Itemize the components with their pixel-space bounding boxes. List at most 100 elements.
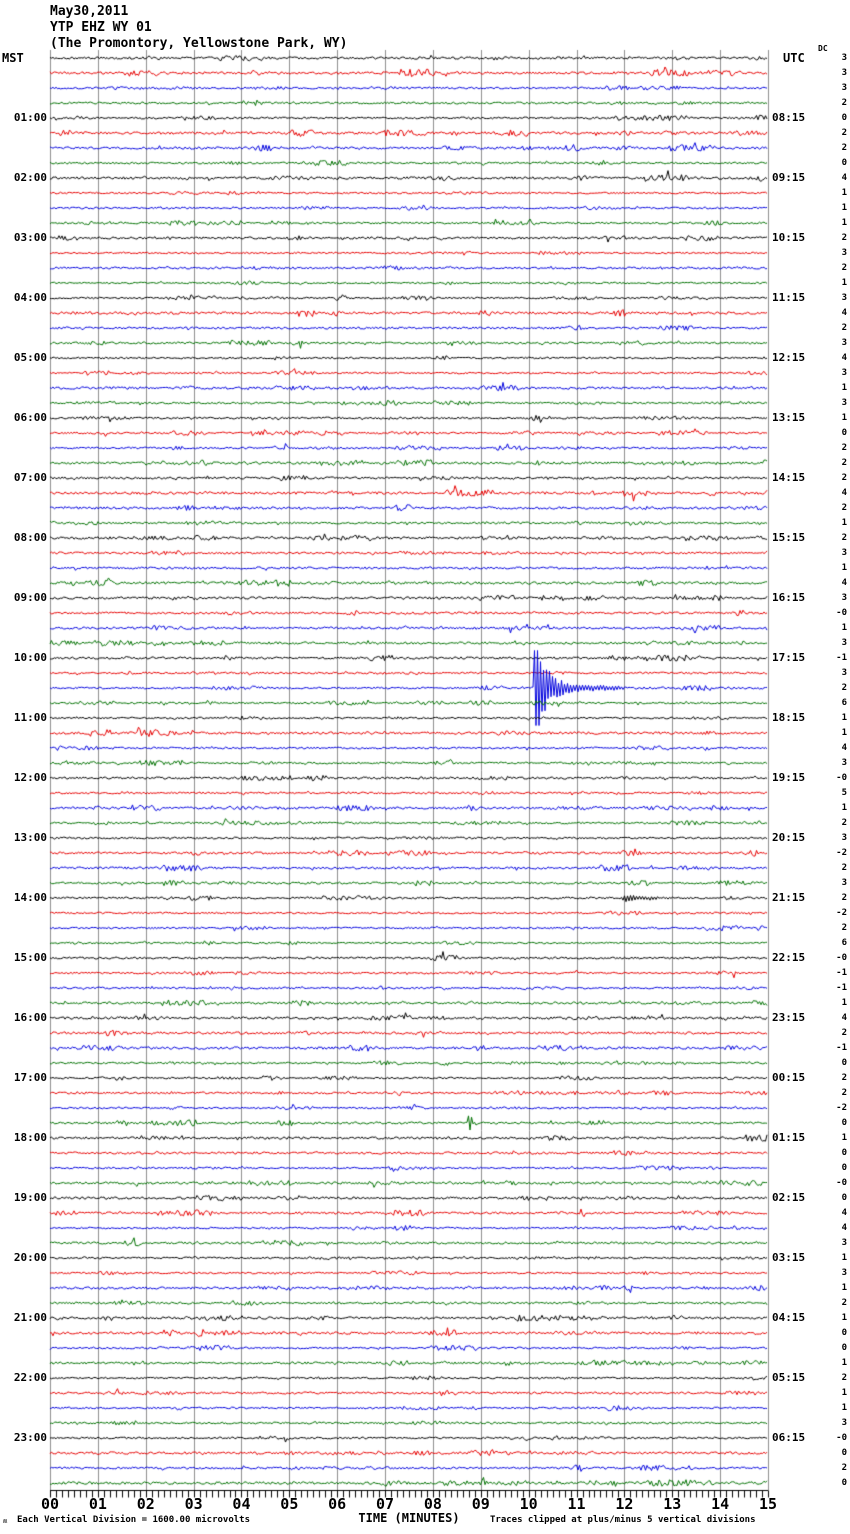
mst-hour-label: 02:00 [13, 171, 47, 184]
dc-value: 4 [841, 173, 847, 183]
dc-value: 0 [841, 1118, 847, 1128]
utc-hour-label: 05:15 [772, 1371, 806, 1384]
dc-value: 0 [841, 428, 847, 438]
dc-value: 3 [841, 758, 847, 768]
x-tick-label: 01 [88, 1495, 107, 1513]
dc-value: 1 [841, 1283, 847, 1293]
dc-value: -0 [836, 1178, 847, 1188]
utc-hour-label: 04:15 [772, 1311, 806, 1324]
dc-value: -1 [836, 968, 847, 978]
dc-value: 1 [841, 803, 847, 813]
dc-value: 4 [841, 578, 847, 588]
dc-value: 1 [841, 1253, 847, 1263]
header-date: May30,2011 [50, 4, 129, 19]
dc-value: 2 [841, 1028, 847, 1038]
utc-hour-label: 06:15 [772, 1431, 806, 1444]
dc-value: 2 [841, 1373, 847, 1383]
dc-value: 2 [841, 443, 847, 453]
dc-value: 4 [841, 1013, 847, 1023]
dc-value: 3 [841, 1418, 847, 1428]
dc-value: 0 [841, 1193, 847, 1203]
utc-hour-label: 20:15 [772, 831, 806, 844]
dc-value: 4 [841, 488, 847, 498]
dc-value: 2 [841, 473, 847, 483]
dc-value: 3 [841, 293, 847, 303]
dc-value: 2 [841, 893, 847, 903]
dc-value: 3 [841, 548, 847, 558]
dc-value: 2 [841, 1073, 847, 1083]
utc-hour-label: 00:15 [772, 1071, 806, 1084]
x-tick-label: 00 [40, 1495, 60, 1513]
dc-value: 3 [841, 1268, 847, 1278]
mst-hour-label: 16:00 [13, 1011, 47, 1024]
x-tick-label: 02 [136, 1495, 155, 1513]
utc-hour-label: 17:15 [772, 651, 806, 664]
dc-value: 1 [841, 203, 847, 213]
x-tick-label: 04 [232, 1495, 251, 1513]
utc-hour-label: 02:15 [772, 1191, 806, 1204]
dc-value: 1 [841, 1388, 847, 1398]
dc-value: 4 [841, 743, 847, 753]
dc-value: 1 [841, 1358, 847, 1368]
dc-value: -2 [836, 908, 847, 918]
scale-note: Each Vertical Division = 1600.00 microvo… [17, 1515, 250, 1525]
dc-value: -0 [836, 953, 847, 963]
dc-value: 1 [841, 518, 847, 528]
dc-value: 0 [841, 1148, 847, 1158]
dc-value: 4 [841, 308, 847, 318]
dc-value: 3 [841, 593, 847, 603]
dc-value: 5 [841, 788, 847, 798]
utc-hour-label: 22:15 [772, 951, 806, 964]
x-tick-label: 05 [280, 1495, 299, 1513]
dc-value: -1 [836, 653, 847, 663]
dc-value: 3 [841, 878, 847, 888]
dc-value: 1 [841, 623, 847, 633]
header-location: (The Promontory, Yellowstone Park, WY) [50, 36, 348, 51]
dc-value: 3 [841, 368, 847, 378]
utc-hour-label: 21:15 [772, 891, 806, 904]
dc-value: 3 [841, 1238, 847, 1248]
x-tick-label: 15 [758, 1495, 778, 1513]
x-tick-label: 08 [423, 1495, 442, 1513]
dc-value: 2 [841, 923, 847, 933]
clipping-note: Traces clipped at plus/minus 5 vertical … [490, 1515, 756, 1525]
x-tick-label: 13 [663, 1495, 682, 1513]
dc-value: 3 [841, 398, 847, 408]
dc-value: 2 [841, 458, 847, 468]
utc-hour-label: 18:15 [772, 711, 806, 724]
dc-value: 1 [841, 413, 847, 423]
utc-axis-title: UTC [783, 51, 805, 65]
mst-hour-label: 21:00 [13, 1311, 47, 1324]
dc-value: 3 [841, 833, 847, 843]
x-tick-label: 07 [376, 1495, 395, 1513]
dc-value: 1 [841, 1403, 847, 1413]
x-tick-label: 11 [567, 1495, 586, 1513]
mst-axis-title: MST [2, 51, 24, 65]
dc-value: 2 [841, 863, 847, 873]
utc-hour-label: 03:15 [772, 1251, 806, 1264]
utc-hour-label: 12:15 [772, 351, 806, 364]
dc-value: 4 [841, 1208, 847, 1218]
dc-value: 1 [841, 188, 847, 198]
utc-hour-label: 16:15 [772, 591, 806, 604]
dc-value: 1 [841, 278, 847, 288]
header-station: YTP EHZ WY 01 [50, 20, 152, 35]
dc-value: 3 [841, 668, 847, 678]
dc-value: -2 [836, 848, 847, 858]
mst-hour-label: 14:00 [13, 891, 47, 904]
dc-value: 3 [841, 638, 847, 648]
dc-value: 3 [841, 338, 847, 348]
dc-value: -2 [836, 1103, 847, 1113]
dc-value: 2 [841, 1088, 847, 1098]
x-tick-label: 03 [184, 1495, 203, 1513]
dc-value: 1 [841, 1313, 847, 1323]
dc-value: 2 [841, 683, 847, 693]
mst-hour-label: 08:00 [13, 531, 47, 544]
dc-value: 0 [841, 1343, 847, 1353]
x-tick-label: 09 [471, 1495, 490, 1513]
dc-value: -0 [836, 773, 847, 783]
dc-value: 1 [841, 1133, 847, 1143]
dc-value: 3 [841, 68, 847, 78]
